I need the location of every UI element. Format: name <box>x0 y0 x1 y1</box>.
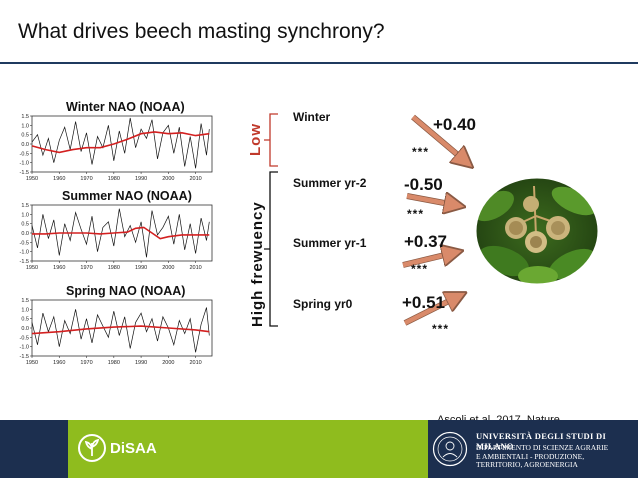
plot-frame <box>31 299 213 357</box>
university-seal-icon <box>432 431 468 467</box>
y-tick-label: 0.0 <box>21 326 29 332</box>
predictor-summer-yr1-label: Summer yr-1 <box>293 236 367 250</box>
footer-bar: DiSAA UNIVERSITÀ DEGLI STUDI DI MILANO D… <box>0 420 638 478</box>
y-tick-label: 0.0 <box>21 142 29 148</box>
x-tick-label: 1970 <box>80 360 92 366</box>
y-tick-label: 0.5 <box>21 133 29 139</box>
x-tick-label: 2000 <box>162 176 174 182</box>
department-line-2: E AMBIENTALI - PRODUZIONE, <box>476 451 585 461</box>
x-tick-label: 1960 <box>53 176 65 182</box>
x-tick-label: 1950 <box>26 176 38 182</box>
plot-frame <box>31 115 213 173</box>
arrow-spring-yr0 <box>403 297 457 326</box>
x-tick-label: 1950 <box>26 360 38 366</box>
y-tick-label: -1.5 <box>20 259 29 265</box>
stars-summer-yr1: *** <box>411 262 429 276</box>
department-line-3: TERRITORIO, AGROENERGIA <box>476 460 578 469</box>
slide-title: What drives beech masting synchrony? <box>18 20 385 43</box>
x-tick-label: 1980 <box>108 265 120 271</box>
x-tick-label: 2010 <box>190 360 202 366</box>
frequency-brackets <box>264 113 278 327</box>
y-tick-label: -0.5 <box>20 335 29 341</box>
predictor-spring-yr0-label: Spring yr0 <box>293 297 353 311</box>
effect-arrows <box>402 114 485 326</box>
low-frequency-label: Low <box>247 123 264 156</box>
coef-summer-yr2: -0.50 <box>404 175 443 194</box>
y-tick-label: 1.0 <box>21 123 29 129</box>
university-name: UNIVERSITÀ DEGLI STUDI DI MILANO <box>476 431 607 451</box>
title-divider <box>0 62 638 64</box>
predictor-summer-yr2-label: Summer yr-2 <box>293 176 367 190</box>
x-tick-label: 1980 <box>108 176 120 182</box>
footer-university-block <box>428 420 638 478</box>
high-bracket <box>264 171 278 327</box>
stars-winter: *** <box>412 145 430 159</box>
department-line-1: DIPARTIMENTO DI SCIENZE AGRARIE <box>476 443 609 452</box>
coef-spring-yr0: +0.51 <box>402 293 446 312</box>
spring-chart-title: Spring NAO (NOAA) <box>66 284 186 298</box>
x-tick-label: 2010 <box>190 265 202 271</box>
x-tick-label: 2010 <box>190 176 202 182</box>
x-tick-label: 1970 <box>80 176 92 182</box>
x-tick-label: 1990 <box>135 176 147 182</box>
y-tick-label: 1.5 <box>21 298 29 304</box>
y-tick-label: 0.5 <box>21 317 29 323</box>
x-tick-label: 1950 <box>26 265 38 271</box>
coef-winter: +0.40 <box>433 115 477 134</box>
predictor-winter-label: Winter <box>293 110 331 124</box>
y-tick-label: 0.5 <box>21 222 29 228</box>
disaa-logo-text: DiSAA <box>110 440 157 457</box>
x-tick-label: 2000 <box>162 360 174 366</box>
leaf-icon <box>78 434 106 462</box>
arrow-summer-yr2 <box>406 196 455 205</box>
x-tick-label: 1980 <box>108 360 120 366</box>
nao-index-line <box>31 117 210 169</box>
x-tick-label: 2000 <box>162 265 174 271</box>
x-tick-label: 1990 <box>135 360 147 366</box>
y-tick-label: -1.5 <box>20 170 29 176</box>
y-tick-label: -1.0 <box>20 250 29 256</box>
department-name: DIPARTIMENTO DI SCIENZE AGRARIE E AMBIEN… <box>476 443 609 470</box>
y-tick-label: 1.0 <box>21 307 29 313</box>
footer-navy-block <box>0 420 68 478</box>
nao-trend-line <box>32 226 210 240</box>
x-tick-label: 1990 <box>135 265 147 271</box>
x-tick-label: 1960 <box>53 265 65 271</box>
y-tick-label: 1.5 <box>21 203 29 209</box>
y-tick-label: -1.0 <box>20 345 29 351</box>
beech-nuts-photo <box>475 177 599 285</box>
y-tick-label: -0.5 <box>20 240 29 246</box>
nao-index-line <box>31 208 210 258</box>
winter-chart-title: Winter NAO (NOAA) <box>66 100 185 114</box>
high-frequency-label: High frewuency <box>249 201 266 327</box>
arrow-summer-yr1 <box>402 253 453 268</box>
nao-trend-line <box>31 131 210 154</box>
y-tick-label: 0.0 <box>21 231 29 237</box>
y-tick-label: 1.0 <box>21 212 29 218</box>
low-bracket <box>264 113 278 167</box>
x-tick-label: 1970 <box>80 265 92 271</box>
arrow-winter <box>411 115 465 161</box>
stars-summer-yr2: *** <box>407 207 425 221</box>
summer-chart-title: Summer NAO (NOAA) <box>62 189 192 203</box>
coef-summer-yr1: +0.37 <box>404 232 448 251</box>
y-tick-label: -1.5 <box>20 354 29 360</box>
y-tick-label: -0.5 <box>20 151 29 157</box>
y-tick-label: 1.5 <box>21 114 29 120</box>
x-tick-label: 1960 <box>53 360 65 366</box>
stars-spring-yr0: *** <box>432 322 450 336</box>
y-tick-label: -1.0 <box>20 161 29 167</box>
nao-trend-line <box>31 325 210 335</box>
